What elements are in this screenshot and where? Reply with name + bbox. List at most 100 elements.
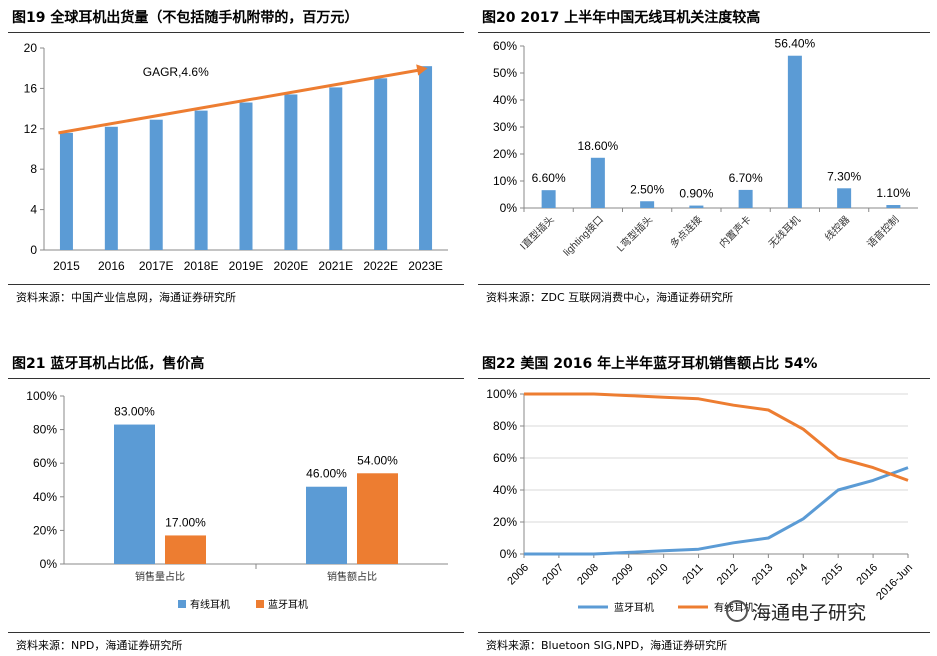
chart-wireless-attention: 0% 10% 20% 30% 40% 50% 60% 6.60% Ⅰ直型插头 18.60% ligh… (493, 37, 918, 259)
y-tick-label: 12 (24, 122, 38, 136)
x-tick-label: lighting接口 (560, 213, 606, 259)
bar (590, 157, 605, 208)
y-tick-label: 20% (493, 515, 517, 529)
source-rule (478, 632, 930, 633)
data-label: 0.90% (679, 187, 713, 201)
data-label: 1.10% (876, 186, 910, 200)
y-tick-label: 40% (493, 93, 517, 107)
x-tick-label: Ⅰ直型插头 (517, 213, 557, 253)
data-label: 54.00% (357, 453, 398, 467)
x-tick-label: 2015 (820, 562, 846, 588)
x-tick-label: 2009 (610, 562, 636, 588)
panel-title: 图20 2017 上半年中国无线耳机关注度较高 (482, 10, 761, 26)
y-tick-label: 4 (30, 203, 37, 217)
x-tick-label: 2018E (184, 259, 219, 273)
chart-us-sales-share: 0% 20% 40% 60% 80% 100% 2006 2007 2008 2009 2010 20… (486, 387, 915, 614)
bar (689, 205, 704, 208)
x-tick-label: 多点连接 (667, 213, 704, 250)
source-rule (478, 284, 930, 285)
y-tick-label: 60% (493, 451, 517, 465)
bar (640, 201, 655, 208)
data-label: 6.60% (532, 171, 566, 185)
panel-global-shipments: 图19 全球耳机出货量（不包括随手机附带的，百万元） 0 4 8 12 16 20 2015… (8, 4, 464, 308)
growth-annotation: GAGR,4.6% (143, 65, 209, 79)
x-tick-label: 2014 (785, 562, 811, 588)
x-tick-label: 无线耳机 (766, 213, 803, 250)
x-tick-label: 线控器 (822, 213, 852, 243)
x-tick-label: 销售额占比 (327, 570, 377, 583)
panel-us-sales-share: 图22 美国 2016 年上半年蓝牙耳机销售额占比 54% 0% 20% 40% 60… (478, 350, 930, 654)
x-tick-label: 2013 (750, 562, 776, 588)
y-tick-label: 60% (33, 456, 57, 470)
bar (738, 189, 753, 208)
data-label: 46.00% (306, 467, 347, 481)
x-tick-label: 2021E (318, 259, 353, 273)
title-rule (8, 378, 464, 379)
bar (239, 102, 253, 250)
bar (837, 188, 852, 208)
x-tick-label: 2012 (715, 562, 741, 588)
y-tick-label: 20% (493, 147, 517, 161)
title-rule (478, 378, 930, 379)
y-tick-label: 40% (33, 490, 57, 504)
y-tick-label: 80% (493, 419, 517, 433)
legend-label: 蓝牙耳机 (268, 598, 308, 611)
x-tick-label: 2019E (229, 259, 264, 273)
trend-arrowhead (416, 64, 428, 76)
wechat-icon (726, 600, 748, 622)
panel-title: 图22 美国 2016 年上半年蓝牙耳机销售额占比 54% (482, 356, 818, 372)
trend-line (58, 68, 418, 135)
data-label: 17.00% (165, 515, 206, 529)
bar (149, 119, 163, 251)
watermark: 海通电子研究 (726, 598, 866, 625)
bar (329, 87, 343, 250)
chart-global-shipments: 0 4 8 12 16 20 2015 2016 2017E 2018E 2019E 2020E 202… (24, 41, 448, 273)
x-tick-label: L弯型插头 (614, 213, 655, 254)
bar (194, 110, 208, 251)
bar (419, 66, 433, 251)
bar (374, 78, 388, 250)
x-tick-label: 2016 (854, 562, 880, 588)
series-line (524, 392, 909, 482)
x-tick-label: 内置声卡 (716, 213, 753, 250)
x-tick-label: 2007 (540, 562, 566, 588)
panel-title: 图19 全球耳机出货量（不包括随手机附带的，百万元） (12, 10, 359, 26)
source-rule (8, 284, 464, 285)
bar (886, 205, 901, 208)
bar (284, 94, 298, 251)
y-tick-label: 60% (493, 39, 517, 53)
y-tick-label: 100% (486, 387, 517, 401)
x-tick-label: 2020E (274, 259, 309, 273)
x-tick-label: 2008 (575, 562, 601, 588)
y-tick-label: 30% (493, 120, 517, 134)
y-tick-label: 8 (30, 162, 37, 176)
bar (59, 132, 73, 250)
x-tick-label: 2017E (139, 259, 174, 273)
data-label: 56.40% (775, 37, 816, 51)
legend-label: 蓝牙耳机 (614, 601, 654, 614)
y-tick-label: 50% (493, 66, 517, 80)
legend-label: 有线耳机 (190, 598, 230, 611)
source-note: 资料来源：Bluetoon SIG,NPD，海通证券研究所 (486, 639, 728, 652)
data-label: 2.50% (630, 182, 664, 196)
y-tick-label: 0 (30, 243, 37, 257)
chart-bluetooth-share: 0% 20% 40% 60% 80% 100% 83.00% 17.00% 销售量占比 46.00… (26, 389, 448, 611)
bar (357, 473, 398, 564)
source-rule (8, 632, 464, 633)
title-rule (8, 32, 464, 33)
x-tick-label: 2015 (53, 259, 80, 273)
source-note: 资料来源：中国产业信息网，海通证券研究所 (16, 291, 236, 304)
series-line (524, 466, 909, 556)
y-tick-label: 0% (500, 547, 518, 561)
x-tick-label: 2011 (680, 562, 705, 587)
x-tick-label: 2016-Jun (874, 562, 915, 603)
legend-swatch (178, 600, 186, 608)
x-tick-label: 2016 (98, 259, 125, 273)
bar (104, 126, 118, 250)
panel-bluetooth-share: 图21 蓝牙耳机占比低，售价高 0% 20% 40% 60% 80% 100% 83.00%… (8, 350, 464, 654)
y-tick-label: 20 (24, 41, 38, 55)
panel-wireless-attention: 图20 2017 上半年中国无线耳机关注度较高 0% 10% 20% 30% 40% 50… (478, 4, 930, 308)
y-tick-label: 40% (493, 483, 517, 497)
x-tick-label: 销售量占比 (135, 570, 185, 583)
x-tick-label: 2023E (408, 259, 443, 273)
